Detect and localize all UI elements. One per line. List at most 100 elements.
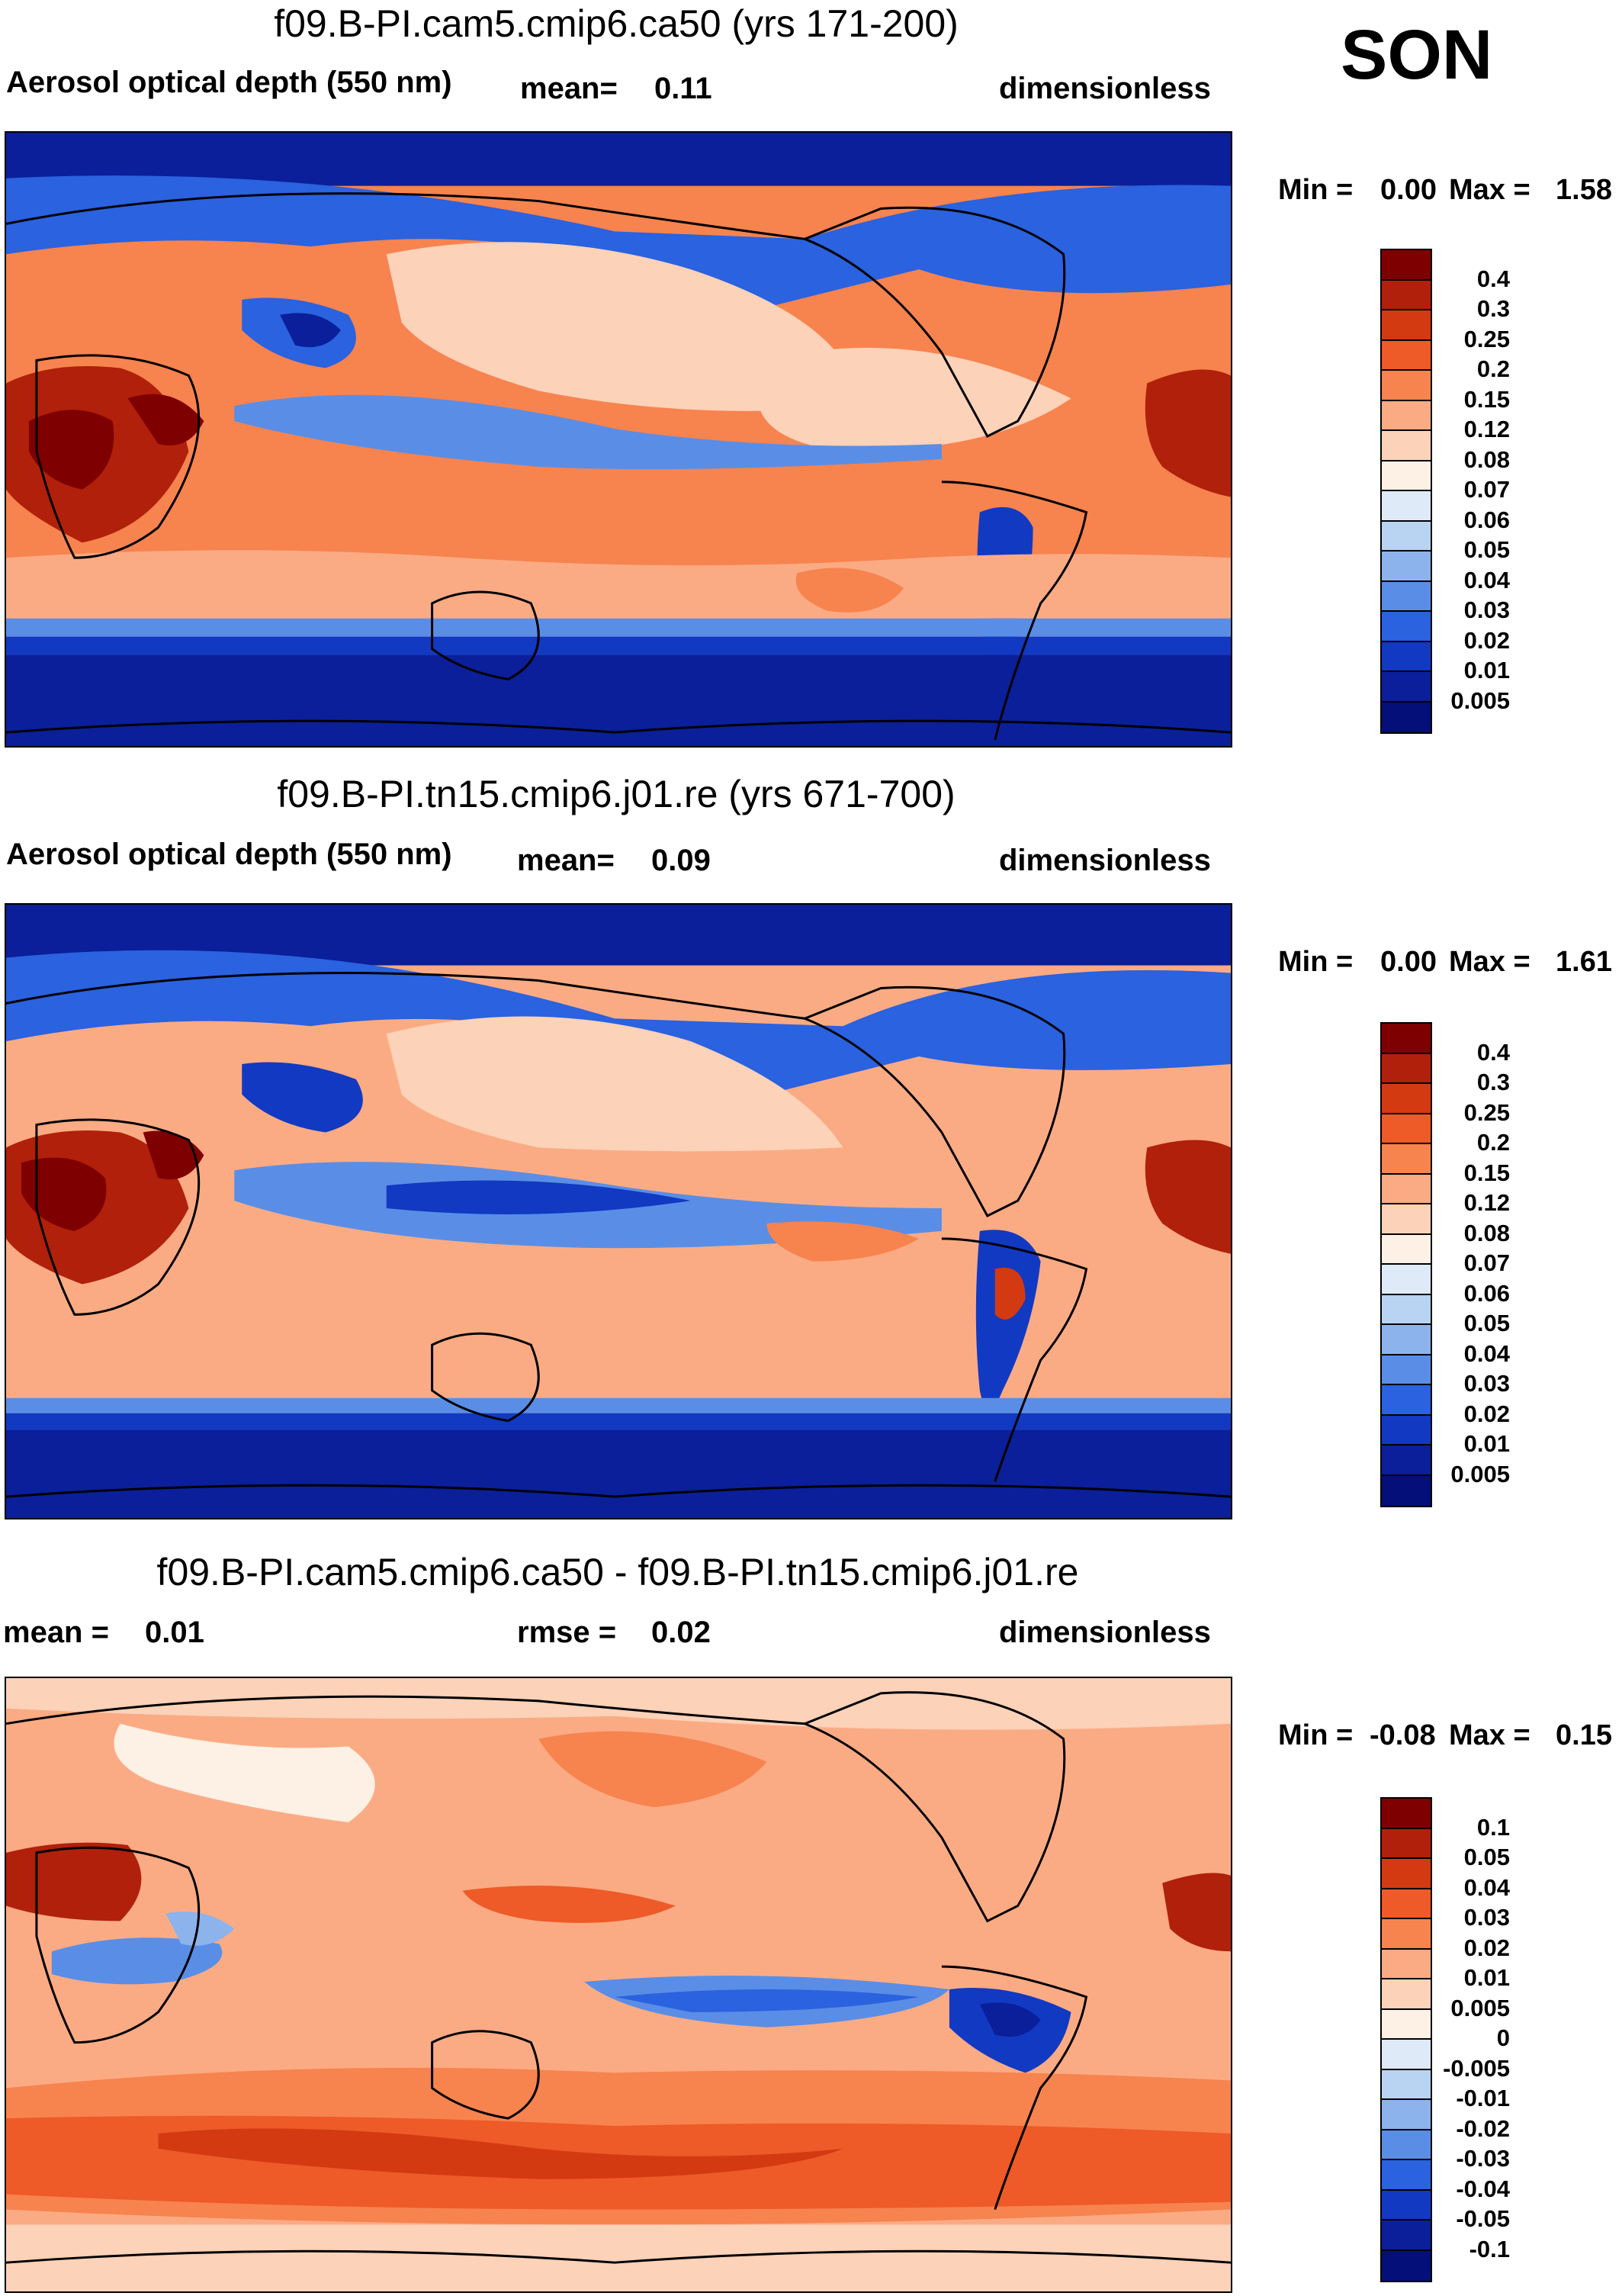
colorbar-level-label: 0.05 [1463, 1310, 1510, 1336]
colorbar-swatch [1382, 1919, 1431, 1950]
panel-1-mean-label: mean= [520, 72, 618, 105]
colorbar-level-label: 0.01 [1463, 1430, 1510, 1457]
colorbar-swatch [1382, 581, 1431, 612]
colorbar-level-label: 0.005 [1450, 1460, 1510, 1487]
colorbar-swatch [1382, 1084, 1431, 1114]
colorbar-swatch [1382, 1265, 1431, 1295]
panel-3-mean-value: 0.01 [145, 1616, 204, 1649]
colorbar-level-label: 0.04 [1463, 566, 1510, 593]
colorbar-swatch [1382, 1859, 1431, 1889]
season-label: SON [1341, 16, 1493, 94]
colorbar-swatch [1382, 1949, 1431, 1979]
colorbar-level-label: 0.25 [1463, 325, 1510, 352]
panel-2-min-label: Min = [1278, 946, 1354, 978]
colorbar-swatch [1382, 2190, 1431, 2220]
panel-2-max-label: Max = [1449, 946, 1530, 978]
colorbar-level-label: 0.1 [1476, 1813, 1510, 1841]
panel-3-max-label: Max = [1449, 1719, 1530, 1751]
colorbar-level-label: -0.04 [1456, 2175, 1510, 2202]
panel-3-min-value: -0.08 [1370, 1719, 1436, 1751]
colorbar-swatch [1382, 1385, 1431, 1416]
colorbar-swatch [1382, 340, 1431, 371]
colorbar-swatch [1382, 1445, 1431, 1476]
colorbar-level-label: 0.3 [1476, 295, 1510, 322]
panel-3-units: dimensionless [999, 1616, 1211, 1649]
colorbar-level-label: 0.02 [1463, 626, 1510, 654]
panel-2-units: dimensionless [999, 844, 1211, 877]
colorbar-swatch [1382, 1325, 1431, 1355]
colorbar-swatch [1382, 1234, 1431, 1265]
colorbar-level-label: 0.07 [1463, 1249, 1510, 1276]
colorbar-level-label: 0.06 [1463, 1279, 1510, 1307]
colorbar-level-label: 0.3 [1476, 1069, 1510, 1095]
colorbar-swatch [1382, 2069, 1431, 2100]
colorbar-level-label: -0.01 [1456, 2085, 1510, 2111]
colorbar-level-label: -0.05 [1456, 2205, 1510, 2232]
colorbar-level-label: 0.05 [1463, 1844, 1510, 1870]
colorbar-swatch [1382, 1024, 1431, 1054]
colorbar-swatch [1382, 400, 1431, 431]
colorbar-level-label: -0.1 [1469, 2235, 1510, 2262]
colorbar-level-label: 0.03 [1463, 597, 1510, 623]
colorbar-level-label: 0.4 [1476, 265, 1510, 292]
colorbar-level-label: 0.04 [1463, 1873, 1510, 1901]
colorbar-swatch [1382, 672, 1431, 703]
colorbar-level-label: 0.04 [1463, 1339, 1510, 1367]
panel-2-max-value: 1.61 [1556, 946, 1612, 978]
panel-3-rmse-label: rmse = [517, 1616, 617, 1649]
colorbar-level-label: 0.02 [1463, 1400, 1510, 1427]
colorbar-swatch [1382, 1114, 1431, 1144]
colorbar-swatch [1382, 521, 1431, 551]
colorbar-swatch [1382, 2130, 1431, 2160]
colorbar-level-label: 0.03 [1463, 1904, 1510, 1931]
panel-1-title: f09.B-PI.cam5.cmip6.ca50 (yrs 171-200) [274, 2, 959, 45]
colorbar-swatch [1382, 1294, 1431, 1325]
colorbar-level-label: 0.01 [1463, 1964, 1510, 1991]
panel-1-mean-value: 0.11 [654, 72, 712, 105]
colorbar-level-label: 0.2 [1476, 355, 1510, 382]
colorbar-level-label: 0.05 [1463, 536, 1510, 563]
colorbar-swatch [1382, 551, 1431, 582]
panel-2-title: f09.B-PI.tn15.cmip6.j01.re (yrs 671-700) [277, 773, 956, 815]
colorbar-level-label: 0.25 [1463, 1098, 1510, 1126]
colorbar-level-label: 0.08 [1463, 1219, 1510, 1246]
panel-3-mean-label: mean = [3, 1616, 109, 1649]
colorbar-level-label: 0 [1496, 2024, 1510, 2051]
colorbar-level-label: 0.08 [1463, 445, 1510, 473]
colorbar-swatch [1382, 250, 1431, 281]
colorbar-swatch [1382, 1174, 1431, 1204]
colorbar-level-label: -0.005 [1443, 2054, 1510, 2082]
colorbar-swatch [1382, 1979, 1431, 2010]
panel-3-colorbar-labels: 0.1 0.05 0.04 0.03 0.02 0.01 0.005 0 -0.005 -0.01… [1434, 1797, 1525, 2282]
colorbar-swatch [1382, 702, 1431, 732]
colorbar-level-label: 0.4 [1476, 1038, 1510, 1066]
colorbar-level-label: 0.07 [1463, 476, 1510, 503]
panel-3-max-value: 0.15 [1556, 1719, 1612, 1751]
colorbar-level-label: 0.005 [1450, 1994, 1510, 2021]
panel-2-min-value: 0.00 [1380, 946, 1437, 978]
colorbar-swatch [1382, 1828, 1431, 1859]
panel-1-map [5, 131, 1232, 748]
colorbar-swatch [1382, 612, 1431, 642]
colorbar-swatch [1382, 1053, 1431, 1084]
colorbar-level-label: 0.01 [1463, 657, 1510, 683]
panel-2-colorbar [1380, 1022, 1432, 1507]
colorbar-swatch [1382, 2100, 1431, 2130]
colorbar-swatch [1382, 2250, 1431, 2281]
colorbar-swatch [1382, 491, 1431, 522]
colorbar-swatch [1382, 1144, 1431, 1175]
panel-1-units: dimensionless [999, 72, 1211, 105]
colorbar-swatch [1382, 2220, 1431, 2251]
colorbar-level-label: -0.02 [1456, 2114, 1510, 2142]
colorbar-swatch [1382, 1355, 1431, 1385]
colorbar-swatch [1382, 1415, 1431, 1445]
panel-3-map [5, 1677, 1232, 2293]
colorbar-swatch [1382, 1799, 1431, 1829]
panel-2-mean-value: 0.09 [651, 844, 711, 877]
panel-1-colorbar [1380, 249, 1432, 734]
colorbar-swatch [1382, 2040, 1431, 2070]
panel-2-variable-label: Aerosol optical depth (550 nm) [6, 838, 452, 871]
panel-2-colorbar-labels: 0.4 0.3 0.25 0.2 0.15 0.12 0.08 0.07 0.06 0.05 0.0… [1434, 1022, 1525, 1507]
colorbar-swatch [1382, 431, 1431, 461]
colorbar-level-label: 0.02 [1463, 1934, 1510, 1961]
